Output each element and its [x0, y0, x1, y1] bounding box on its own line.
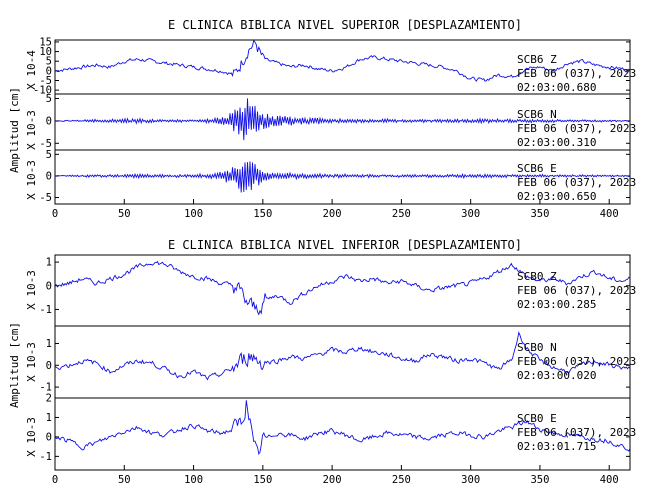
- lower-panel-1-info-station: SCB0 Z: [517, 270, 557, 283]
- upper-panel-3-ytick-label: -5: [39, 192, 52, 204]
- lower-x-axis: 0 50 100 150 200 250 300 350 400: [52, 465, 619, 486]
- upper-x-axis: 0 50 100 150 200 250 300 350 400: [52, 199, 619, 220]
- upper-panel-1-ytick-label: 0: [46, 65, 52, 77]
- lower-panel-1: X 10-3 1 0 -1 SCB0 Z FEB 06 (037), 2023 02…: [25, 257, 636, 316]
- upper-panel-1-info-time: 02:03:00.680: [517, 81, 596, 94]
- lower-panel-1-ytick-label: 1: [46, 257, 52, 269]
- lower-panel-2-scale-label: X 10-3: [25, 342, 38, 382]
- lower-panel-3: X 10-3 2 1 0 -1 SCB0 E FEB 06 (037), 2023 0…: [25, 393, 636, 463]
- lower-panel-3-info-date: FEB 06 (037), 2023: [517, 426, 636, 439]
- upper-panel-2-ytick-label: 0: [46, 115, 52, 127]
- upper-panel-2-info-station: SCB6 N: [517, 108, 557, 121]
- upper-panel-1-ytick-label: 10: [39, 46, 52, 58]
- lower-panel-3-trace: [54, 400, 631, 456]
- upper-xtick-label: 200: [323, 208, 342, 220]
- upper-panel-3-trace: [54, 161, 631, 193]
- upper-panel-3-info-time: 02:03:00.650: [517, 190, 596, 203]
- lower-panel-1-ytick-label: -1: [39, 304, 52, 316]
- lower-panel-2-info-station: SCB0 N: [517, 341, 557, 354]
- upper-panel-3-frame: [54, 149, 631, 205]
- upper-panel-1-scale-label: X 10-4: [25, 50, 38, 90]
- lower-panel-2-info-date: FEB 06 (037), 2023: [517, 355, 636, 368]
- upper-panel-1-ytick-label: -5: [39, 75, 52, 87]
- upper-panel-1-info-date: FEB 06 (037), 2023: [517, 67, 636, 80]
- lower-panel-3-ytick-label: 0: [46, 431, 52, 443]
- figure-lower-ylabel: Amplitud [cm]: [8, 322, 21, 408]
- lower-xtick-label: 100: [184, 474, 203, 486]
- upper-panel-3-info-date: FEB 06 (037), 2023: [517, 176, 636, 189]
- upper-xtick-label: 250: [392, 208, 411, 220]
- upper-xtick-label: 50: [118, 208, 131, 220]
- lower-panel-1-trace: [54, 260, 631, 316]
- lower-panel-1-scale-label: X 10-3: [25, 270, 38, 310]
- lower-panel-3-info-time: 02:03:01.715: [517, 440, 596, 453]
- lower-panel-3-ytick-label: 1: [46, 412, 52, 424]
- lower-xtick-label: 150: [253, 474, 272, 486]
- lower-panel-2-ytick-label: 1: [46, 338, 52, 350]
- figure-upper: E CLINICA BIBLICA NIVEL SUPERIOR [DESPLA…: [8, 18, 636, 220]
- lower-panel-2-ytick-label: 0: [46, 360, 52, 372]
- figure-lower: E CLINICA BIBLICA NIVEL INFERIOR [DESPLA…: [8, 238, 636, 486]
- figure-upper-title: E CLINICA BIBLICA NIVEL SUPERIOR [DESPLA…: [168, 18, 522, 32]
- upper-panel-2: X 10-3 5 0 -5 SCB6 N FEB 06 (037), 2023 02…: [25, 93, 636, 150]
- figure-upper-ylabel: Amplitud [cm]: [8, 87, 21, 173]
- figure-lower-title: E CLINICA BIBLICA NIVEL INFERIOR [DESPLA…: [168, 238, 522, 252]
- upper-panel-3-info-station: SCB6 E: [517, 162, 557, 175]
- lower-panel-1-info-date: FEB 06 (037), 2023: [517, 284, 636, 297]
- lower-xtick-label: 300: [461, 474, 480, 486]
- lower-xtick-label: 400: [600, 474, 619, 486]
- upper-panel-3-scale-label: X 10-3: [25, 160, 38, 200]
- upper-xtick-label: 300: [461, 208, 480, 220]
- upper-panel-1-trace: [54, 39, 631, 82]
- upper-xtick-label: 400: [600, 208, 619, 220]
- lower-panel-3-ytick-label: 2: [46, 393, 52, 405]
- upper-xtick-label: 150: [253, 208, 272, 220]
- upper-panel-3-ytick-label: 0: [46, 170, 52, 182]
- upper-xtick-label: 350: [530, 208, 549, 220]
- upper-xtick-label: 0: [52, 208, 58, 220]
- lower-panel-3-frame: [54, 397, 631, 471]
- upper-panel-2-ytick-label: -5: [39, 138, 52, 150]
- lower-panel-1-info-time: 02:03:00.285: [517, 298, 596, 311]
- lower-panel-2-trace: [54, 331, 631, 381]
- lower-panel-2-info-time: 02:03:00.020: [517, 369, 596, 382]
- upper-panel-3: X 10-3 5 0 -5 SCB6 E FEB 06 (037), 2023 02…: [25, 149, 636, 204]
- upper-panel-2-scale-label: X 10-3: [25, 110, 38, 150]
- upper-panel-2-ytick-label: 5: [46, 93, 52, 105]
- lower-xtick-label: 350: [530, 474, 549, 486]
- lower-panel-2-ytick-label: -1: [39, 382, 52, 394]
- lower-panel-2-ticks: 1 0 -1: [39, 338, 630, 394]
- upper-panel-2-trace: [54, 98, 631, 141]
- upper-panel-2-info-time: 02:03:00.310: [517, 136, 596, 149]
- upper-panel-1-ytick-label: -10: [33, 85, 52, 97]
- lower-panel-3-info-station: SCB0 E: [517, 412, 557, 425]
- lower-xtick-label: 50: [118, 474, 131, 486]
- lower-xtick-label: 250: [392, 474, 411, 486]
- upper-panel-1-info-station: SCB6 Z: [517, 53, 557, 66]
- upper-panel-2-info-date: FEB 06 (037), 2023: [517, 122, 636, 135]
- upper-panel-3-ytick-label: 5: [46, 149, 52, 161]
- upper-panel-1-ytick-label: 15: [39, 36, 52, 48]
- upper-xtick-label: 100: [184, 208, 203, 220]
- lower-xtick-label: 200: [323, 474, 342, 486]
- lower-xtick-label: 0: [52, 474, 58, 486]
- lower-panel-3-scale-label: X 10-3: [25, 417, 38, 457]
- lower-panel-3-ytick-label: -1: [39, 451, 52, 463]
- upper-panel-1-ytick-label: 5: [46, 56, 52, 68]
- lower-panel-1-ytick-label: 0: [46, 280, 52, 292]
- lower-panel-2: X 10-3 1 0 -1 SCB0 N FEB 06 (037), 2023 02…: [25, 331, 636, 394]
